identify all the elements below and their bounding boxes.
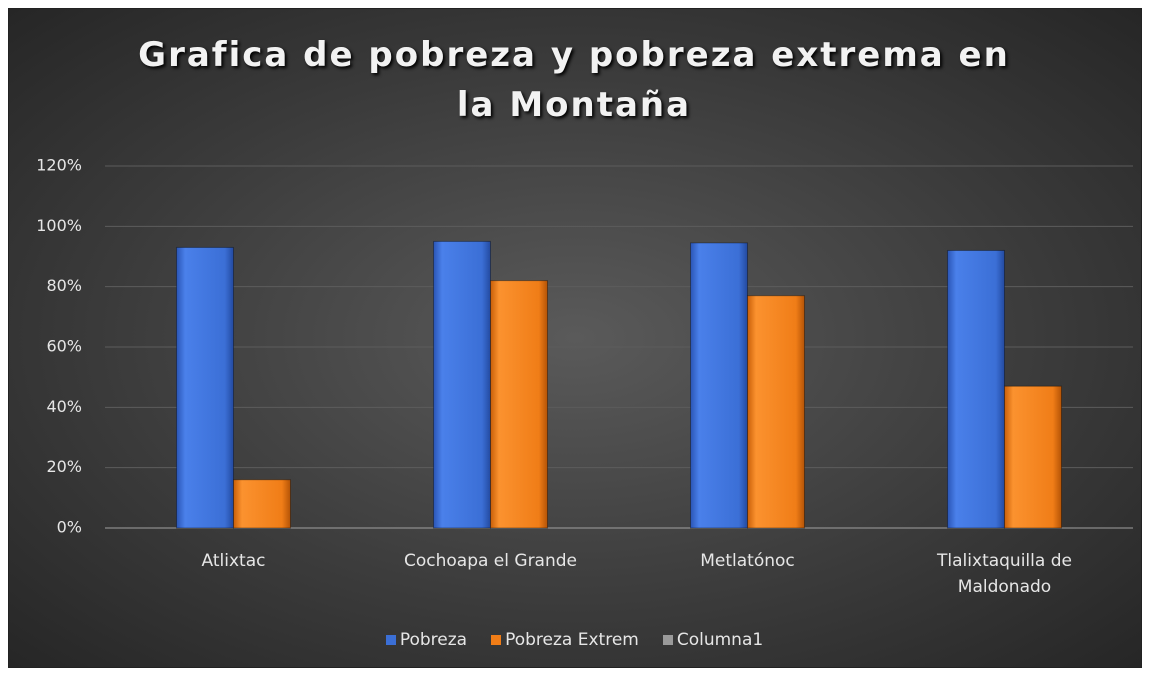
legend-swatch [491,635,502,645]
legend-swatch [385,635,396,645]
y-tick-label: 100% [36,216,82,235]
bar [433,240,491,529]
y-tick-label: 80% [46,276,82,295]
legend-item: Pobreza Extrem [491,630,639,650]
legend-label: Pobreza Extrem [505,630,639,650]
x-tick-label: Tlalixtaquilla de Maldonado [937,551,1072,597]
y-tick-label: 0% [57,518,82,537]
legend-label: Columna1 [676,630,764,650]
x-tick-label: Metlatónoc [700,551,795,571]
bar [233,479,291,529]
bar [947,249,1005,529]
bar [490,280,548,529]
bar [690,242,748,529]
y-tick-label: 20% [46,457,82,476]
y-tick-label: 120% [36,156,82,175]
legend-label: Pobreza [399,630,468,650]
legend-item: Columna1 [662,630,764,650]
legend-swatch [662,635,673,645]
bar [1004,385,1062,529]
x-tick-label: Atlixtac [201,551,266,571]
bar [176,246,234,529]
y-tick-label: 40% [46,397,82,416]
legend-item: Pobreza [385,630,468,650]
legend: Pobreza Pobreza Extrem Columna1 [0,630,1149,650]
x-tick-label: Cochoapa el Grande [403,551,577,571]
bar [747,295,805,529]
y-tick-label: 60% [46,337,82,356]
chart-title: Grafica de pobreza y pobreza extrema en … [138,35,1010,125]
